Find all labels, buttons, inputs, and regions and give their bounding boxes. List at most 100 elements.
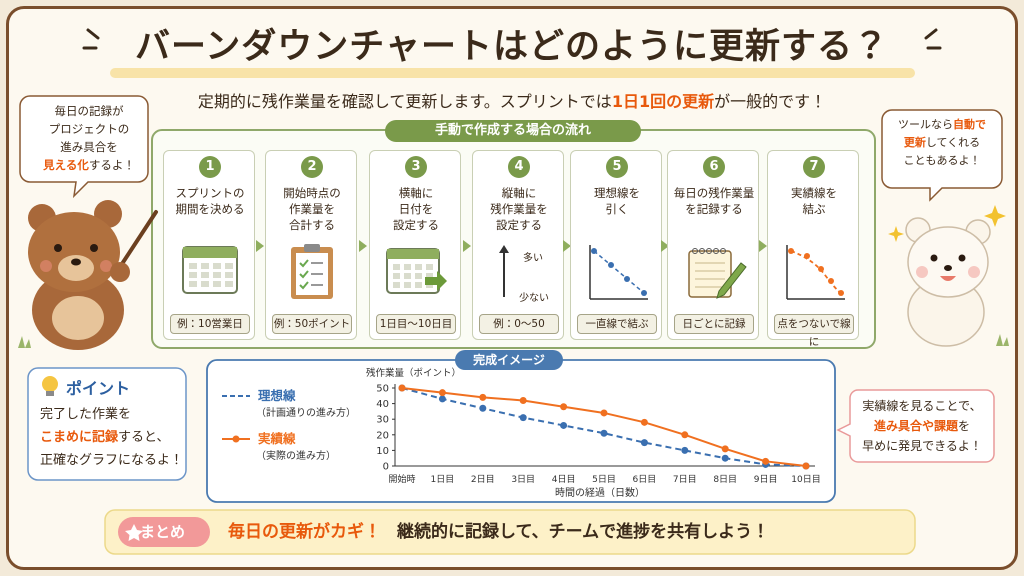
step-number: 1: [199, 156, 221, 178]
text-line: 毎日の記録が: [30, 102, 148, 120]
step-title-line: 残作業量を: [490, 202, 548, 216]
highlight-text: 自動で: [953, 118, 986, 131]
x-tick-label: 1日目: [431, 474, 455, 485]
text-line: ツールなら自動で: [884, 116, 1000, 134]
icon-part: [804, 253, 810, 259]
step-example: 一直線で結ぶ: [577, 314, 657, 334]
step-title: 開始時点の 作業量を 合計する: [266, 185, 358, 233]
bear-cheek: [40, 260, 52, 272]
step-number: 2: [301, 156, 323, 178]
data-point: [479, 404, 487, 412]
note-text: 実績線を見ることで、 進み具合や課題を 早めに発見できるよ！: [850, 396, 994, 456]
legend-label: 理想線: [258, 388, 296, 403]
flow-arrow: [563, 240, 571, 252]
text-line: 更新してくれる: [884, 134, 1000, 152]
step-title-line: 期間を決める: [175, 202, 245, 216]
icon-part: [299, 281, 309, 290]
flow-heading-pill: [385, 120, 641, 142]
step-title-line: 縦軸に: [501, 186, 537, 200]
y-tick-label: 20: [376, 430, 389, 441]
data-point: [479, 393, 487, 401]
bear-cheek: [916, 266, 928, 278]
step-title: 横軸に 日付を 設定する: [370, 185, 462, 233]
y-tick-label: 30: [376, 415, 389, 426]
bear-eye: [958, 254, 966, 262]
icon-part: [393, 273, 400, 279]
text: 完了した作業を: [40, 407, 132, 422]
bear-mouth: [940, 276, 956, 281]
step-title-line: 引く: [605, 202, 629, 216]
text-line: 正確なグラフになるよ！: [40, 449, 185, 472]
highlight-text: 見える化: [43, 158, 89, 172]
icon-part: [426, 264, 433, 270]
legend-label: 実績線: [258, 431, 296, 446]
step-title-line: 設定する: [496, 218, 542, 232]
bear-cheek: [100, 260, 112, 272]
icon-part: [720, 248, 726, 254]
step-example: 例：0〜50: [479, 314, 559, 334]
y-tick-label: 50: [376, 384, 389, 395]
legend-note: （計画通りの進み方）: [256, 406, 356, 419]
data-point: [681, 446, 689, 454]
icon-part: [415, 282, 422, 288]
step-title-line: 合計する: [289, 218, 335, 232]
icon-part: [828, 278, 834, 284]
step-icon: [589, 245, 648, 300]
icon-part: [225, 272, 233, 278]
data-point: [438, 389, 446, 397]
bubble-right-shape: [881, 109, 1003, 202]
bulb-base: [46, 391, 54, 396]
step-card: 4 縦軸に 残作業量を 設定する 多い 少ない 例：0〜50: [472, 150, 564, 340]
icon-part: [189, 281, 197, 287]
data-point: [721, 454, 729, 462]
step-number: 5: [606, 156, 628, 178]
series-line: [401, 387, 807, 467]
step-card: 2 開始時点の 作業量を 合計する 例：50ポイント: [265, 150, 357, 340]
sparkle: [984, 205, 1006, 227]
summary-lead: 毎日の更新がカギ！: [228, 522, 381, 542]
icon-part: [788, 248, 794, 254]
icon-part: [624, 276, 630, 282]
highlight-text: 進み具合や課題: [873, 419, 958, 433]
x-tick-label: 5日目: [592, 474, 616, 485]
text-line: プロジェクトの: [30, 120, 148, 138]
y-tick-label: 0: [383, 462, 389, 473]
text: 毎日の記録が: [54, 104, 124, 118]
summary-pill: [118, 517, 210, 547]
highlight-text: こまめに記録: [40, 430, 119, 445]
flow-arrow: [462, 240, 471, 252]
icon-part: [838, 290, 844, 296]
step-title-line: 日付を: [398, 202, 434, 216]
summary-text: 継続的に記録して、チームで進捗を共有しよう！: [397, 522, 770, 542]
icon-part: [393, 282, 400, 288]
icon-part: [225, 281, 233, 287]
step-example: 1日目〜10日目: [376, 314, 456, 334]
step-title: 毎日の残作業量 を記録する: [668, 185, 760, 217]
legend-note: （実際の進み方）: [256, 449, 336, 462]
icon-part: [213, 281, 221, 287]
note-box: [836, 389, 995, 463]
chart-heading-pill: [455, 350, 563, 370]
summary-label: まとめ: [140, 523, 186, 541]
text-line: 完了した作業を: [40, 403, 185, 426]
step-number: 4: [508, 156, 530, 178]
step-card: 5 理想線を 引く 一直線で結ぶ: [570, 150, 662, 340]
bubble-right-text: ツールなら自動で 更新してくれる こともあるよ！: [884, 116, 1000, 170]
bear-eye: [90, 244, 98, 252]
step-number: 7: [803, 156, 825, 178]
step-title: スプリントの 期間を決める: [164, 185, 256, 217]
data-point: [438, 395, 446, 403]
flow-heading: 手動で作成する場合の流れ: [434, 123, 591, 138]
icon-part: [591, 248, 597, 254]
spark: [86, 28, 100, 40]
data-point: [640, 439, 648, 447]
step-card: 1 スプリントの 期間を決める 例：10営業日: [163, 150, 255, 340]
x-tick-label: 3日目: [511, 474, 535, 485]
bear-right: [888, 205, 1006, 347]
step-title-line: 毎日の残作業量: [673, 186, 755, 200]
y-tick-label: 40: [376, 399, 389, 410]
grass: [18, 334, 1009, 348]
step-title-line: 設定する: [393, 218, 439, 232]
